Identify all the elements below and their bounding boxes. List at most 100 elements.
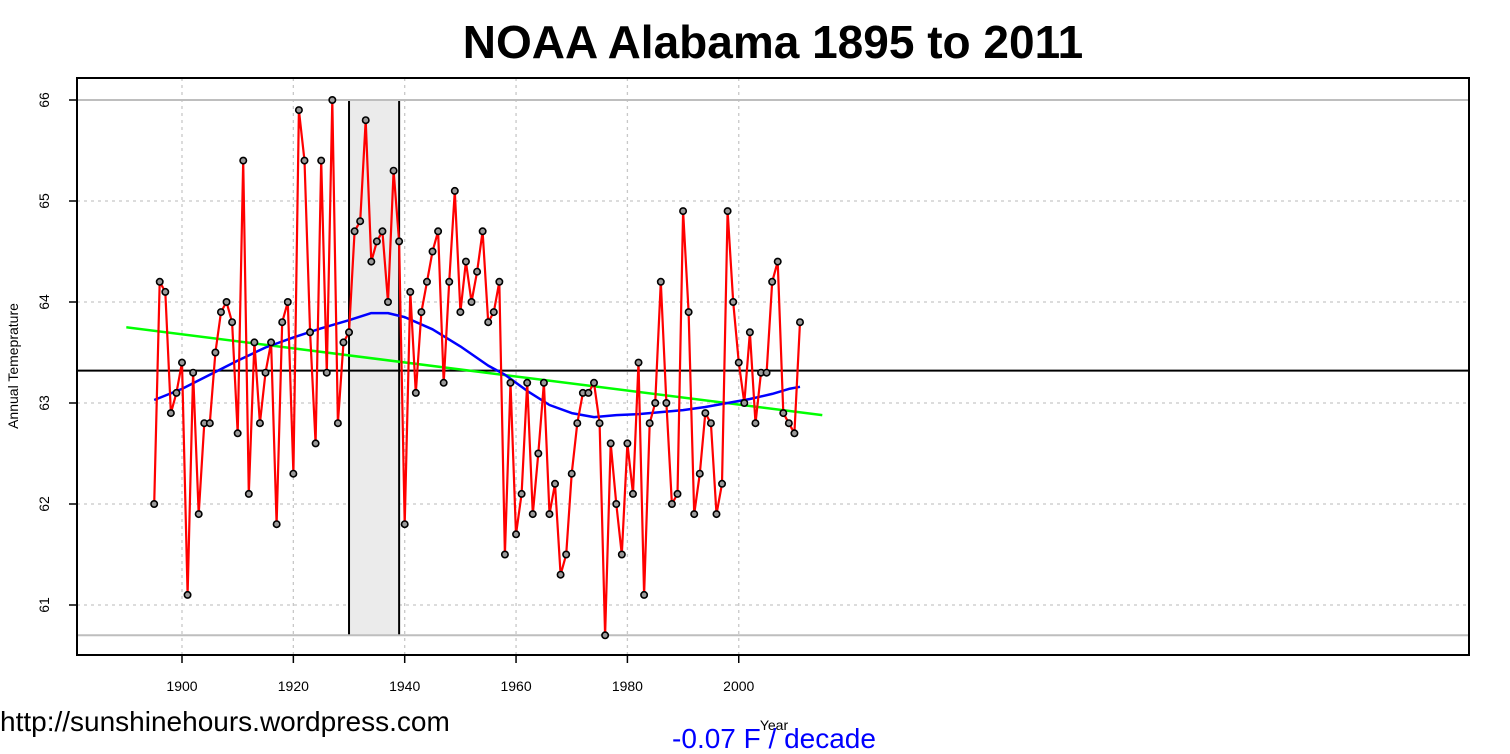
- data-point: [400, 520, 409, 529]
- chart-title: NOAA Alabama 1895 to 2011: [463, 16, 1083, 68]
- plot-frame: [76, 77, 1470, 656]
- data-point: [745, 328, 754, 337]
- data-point: [461, 257, 470, 266]
- data-point: [651, 398, 660, 407]
- data-point: [489, 308, 498, 317]
- data-point: [367, 257, 376, 266]
- data-point: [211, 348, 220, 357]
- data-point: [434, 227, 443, 236]
- data-point: [467, 297, 476, 306]
- x-axis-label: Year: [760, 717, 789, 733]
- data-point: [551, 479, 560, 488]
- data-point: [311, 439, 320, 448]
- annual-temperature-line: [153, 98, 802, 637]
- data-point: [345, 328, 354, 337]
- plot-area: 1900 1920 1940 1960 1980 2000 61 62 63 64 65 66: [36, 77, 1470, 694]
- x-tick-label: 1900: [166, 678, 197, 694]
- data-point: [628, 489, 637, 498]
- data-point: [779, 409, 788, 418]
- data-point: [194, 510, 203, 519]
- x-tick-label: 1960: [500, 678, 531, 694]
- y-tick-label: 63: [36, 395, 52, 411]
- data-point: [172, 388, 181, 397]
- data-point: [222, 297, 231, 306]
- data-point: [150, 499, 159, 508]
- data-point: [673, 489, 682, 498]
- data-point: [272, 520, 281, 529]
- data-point: [512, 530, 521, 539]
- y-tick-label: 62: [36, 496, 52, 512]
- data-point: [289, 469, 298, 478]
- data-point: [450, 186, 459, 195]
- data-point: [567, 469, 576, 478]
- data-point: [372, 237, 381, 246]
- trend-annotation: -0.07 F / decade: [672, 723, 876, 754]
- data-point: [562, 550, 571, 559]
- data-point: [623, 439, 632, 448]
- data-point: [617, 550, 626, 559]
- data-point: [500, 550, 509, 559]
- data-point: [718, 479, 727, 488]
- data-point: [723, 207, 732, 216]
- data-point: [656, 277, 665, 286]
- data-point: [395, 237, 404, 246]
- data-point: [383, 297, 392, 306]
- data-point: [294, 106, 303, 115]
- data-point: [278, 318, 287, 327]
- smoothed-line: [153, 311, 801, 419]
- data-point: [523, 378, 532, 387]
- data-point: [645, 419, 654, 428]
- data-point: [456, 308, 465, 317]
- data-point: [422, 277, 431, 286]
- data-point: [322, 368, 331, 377]
- data-point: [411, 388, 420, 397]
- data-point: [729, 297, 738, 306]
- data-point: [228, 318, 237, 327]
- data-point: [690, 510, 699, 519]
- data-point: [584, 388, 593, 397]
- y-axis-label: Annual Temeprature: [5, 303, 21, 429]
- data-point: [795, 318, 804, 327]
- data-point: [378, 227, 387, 236]
- data-point: [784, 419, 793, 428]
- data-point: [155, 277, 164, 286]
- data-point: [161, 287, 170, 296]
- x-tick-label: 2000: [723, 678, 754, 694]
- data-point: [205, 419, 214, 428]
- data-point: [261, 368, 270, 377]
- data-point: [166, 409, 175, 418]
- data-point: [300, 156, 309, 165]
- data-point: [595, 419, 604, 428]
- data-point: [328, 96, 337, 105]
- data-point: [389, 166, 398, 175]
- data-point: [216, 308, 225, 317]
- data-point: [417, 308, 426, 317]
- data-point: [267, 338, 276, 347]
- data-point: [255, 419, 264, 428]
- highlight-band: [349, 100, 400, 636]
- data-point: [478, 227, 487, 236]
- x-tick-label: 1980: [612, 678, 643, 694]
- data-point: [517, 489, 526, 498]
- data-point: [751, 419, 760, 428]
- x-tick-label: 1920: [278, 678, 309, 694]
- data-point: [667, 499, 676, 508]
- source-url: http://sunshinehours.wordpress.com: [0, 706, 450, 737]
- data-point: [283, 297, 292, 306]
- data-point: [406, 287, 415, 296]
- data-point: [539, 378, 548, 387]
- data-point: [306, 328, 315, 337]
- data-point: [768, 277, 777, 286]
- data-point: [484, 318, 493, 327]
- data-point: [439, 378, 448, 387]
- data-point: [712, 510, 721, 519]
- data-point: [534, 449, 543, 458]
- y-tick-label: 64: [36, 294, 52, 310]
- data-point: [506, 378, 515, 387]
- data-point: [233, 429, 242, 438]
- data-point: [790, 429, 799, 438]
- data-point: [317, 156, 326, 165]
- data-point: [740, 398, 749, 407]
- y-tick-label: 65: [36, 193, 52, 209]
